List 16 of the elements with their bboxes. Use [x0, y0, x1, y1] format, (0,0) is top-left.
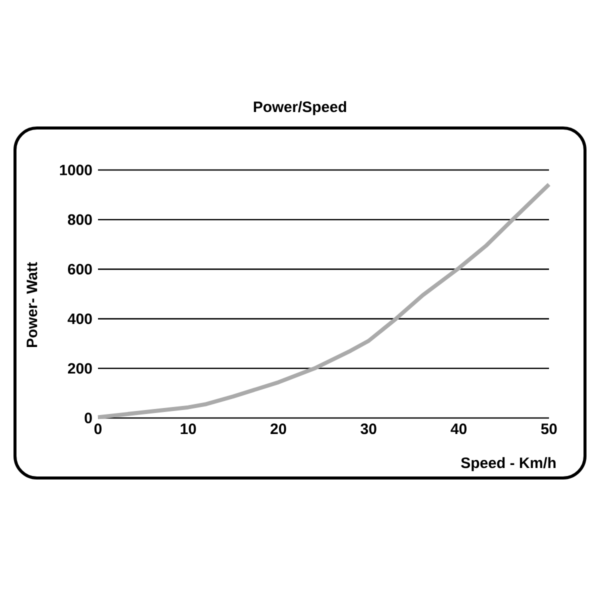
- y-tick-label: 400: [68, 313, 92, 324]
- x-tick-label: 30: [360, 424, 376, 434]
- x-tick-label: 0: [94, 424, 102, 434]
- y-tick-label: 1000: [60, 164, 92, 176]
- x-tick-label: 20: [270, 424, 286, 434]
- y-tick-label: 800: [68, 214, 92, 225]
- x-tick-label: 50: [541, 424, 557, 434]
- x-tick-label: 10: [180, 424, 196, 434]
- y-axis-title: Power- Watt: [26, 262, 38, 348]
- y-tick-label: 600: [68, 264, 92, 274]
- x-tick-label: 40: [450, 424, 467, 434]
- x-axis-title: Speed - Km/h: [461, 457, 556, 472]
- chart-title: Power/Speed: [254, 101, 346, 116]
- line-series: [96, 182, 552, 420]
- y-tick-label: 200: [68, 363, 92, 374]
- y-tick-label: 0: [84, 412, 92, 424]
